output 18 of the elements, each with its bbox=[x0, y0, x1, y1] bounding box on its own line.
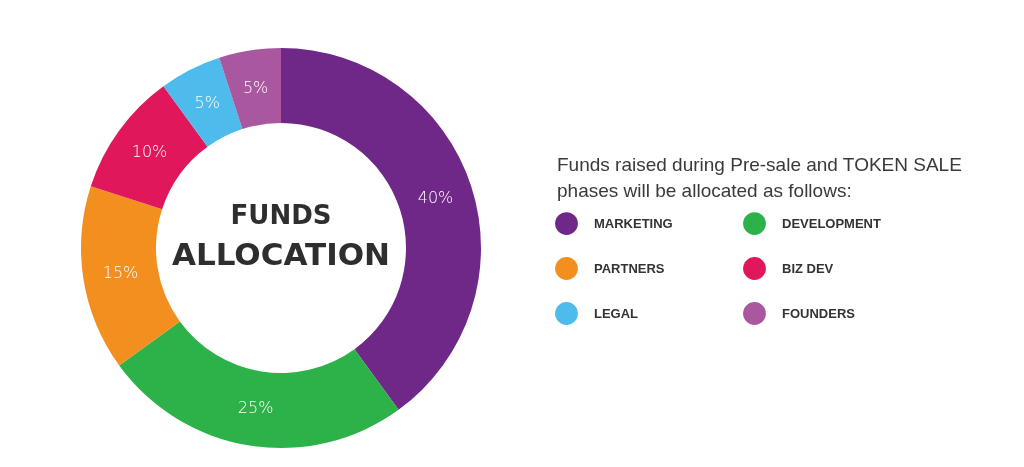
legend-label: PARTNERS bbox=[594, 260, 665, 276]
data-label: 15% bbox=[102, 263, 139, 283]
legend-label: BIZ DEV bbox=[782, 260, 834, 276]
legend-label: FOUNDERS bbox=[782, 305, 856, 321]
legend-label: DEVELOPMENT bbox=[782, 215, 882, 231]
donut-slice bbox=[163, 57, 243, 147]
text: FUNDS bbox=[230, 200, 332, 230]
text: Funds raised during Pre-sale and TOKEN SALE phases will be allocated as follows: bbox=[557, 153, 963, 203]
legend-label: LEGAL bbox=[594, 305, 639, 321]
data-label: 5% bbox=[194, 93, 220, 113]
data-label: 5% bbox=[242, 77, 269, 97]
data-label: 25% bbox=[237, 398, 274, 418]
text: ALLOCATION bbox=[171, 236, 391, 272]
data-label: 10% bbox=[131, 142, 168, 162]
data-label: 40% bbox=[417, 187, 454, 207]
donut-slice bbox=[119, 321, 399, 448]
legend-label: MARKETING bbox=[594, 215, 673, 231]
donut-slice bbox=[219, 48, 281, 130]
